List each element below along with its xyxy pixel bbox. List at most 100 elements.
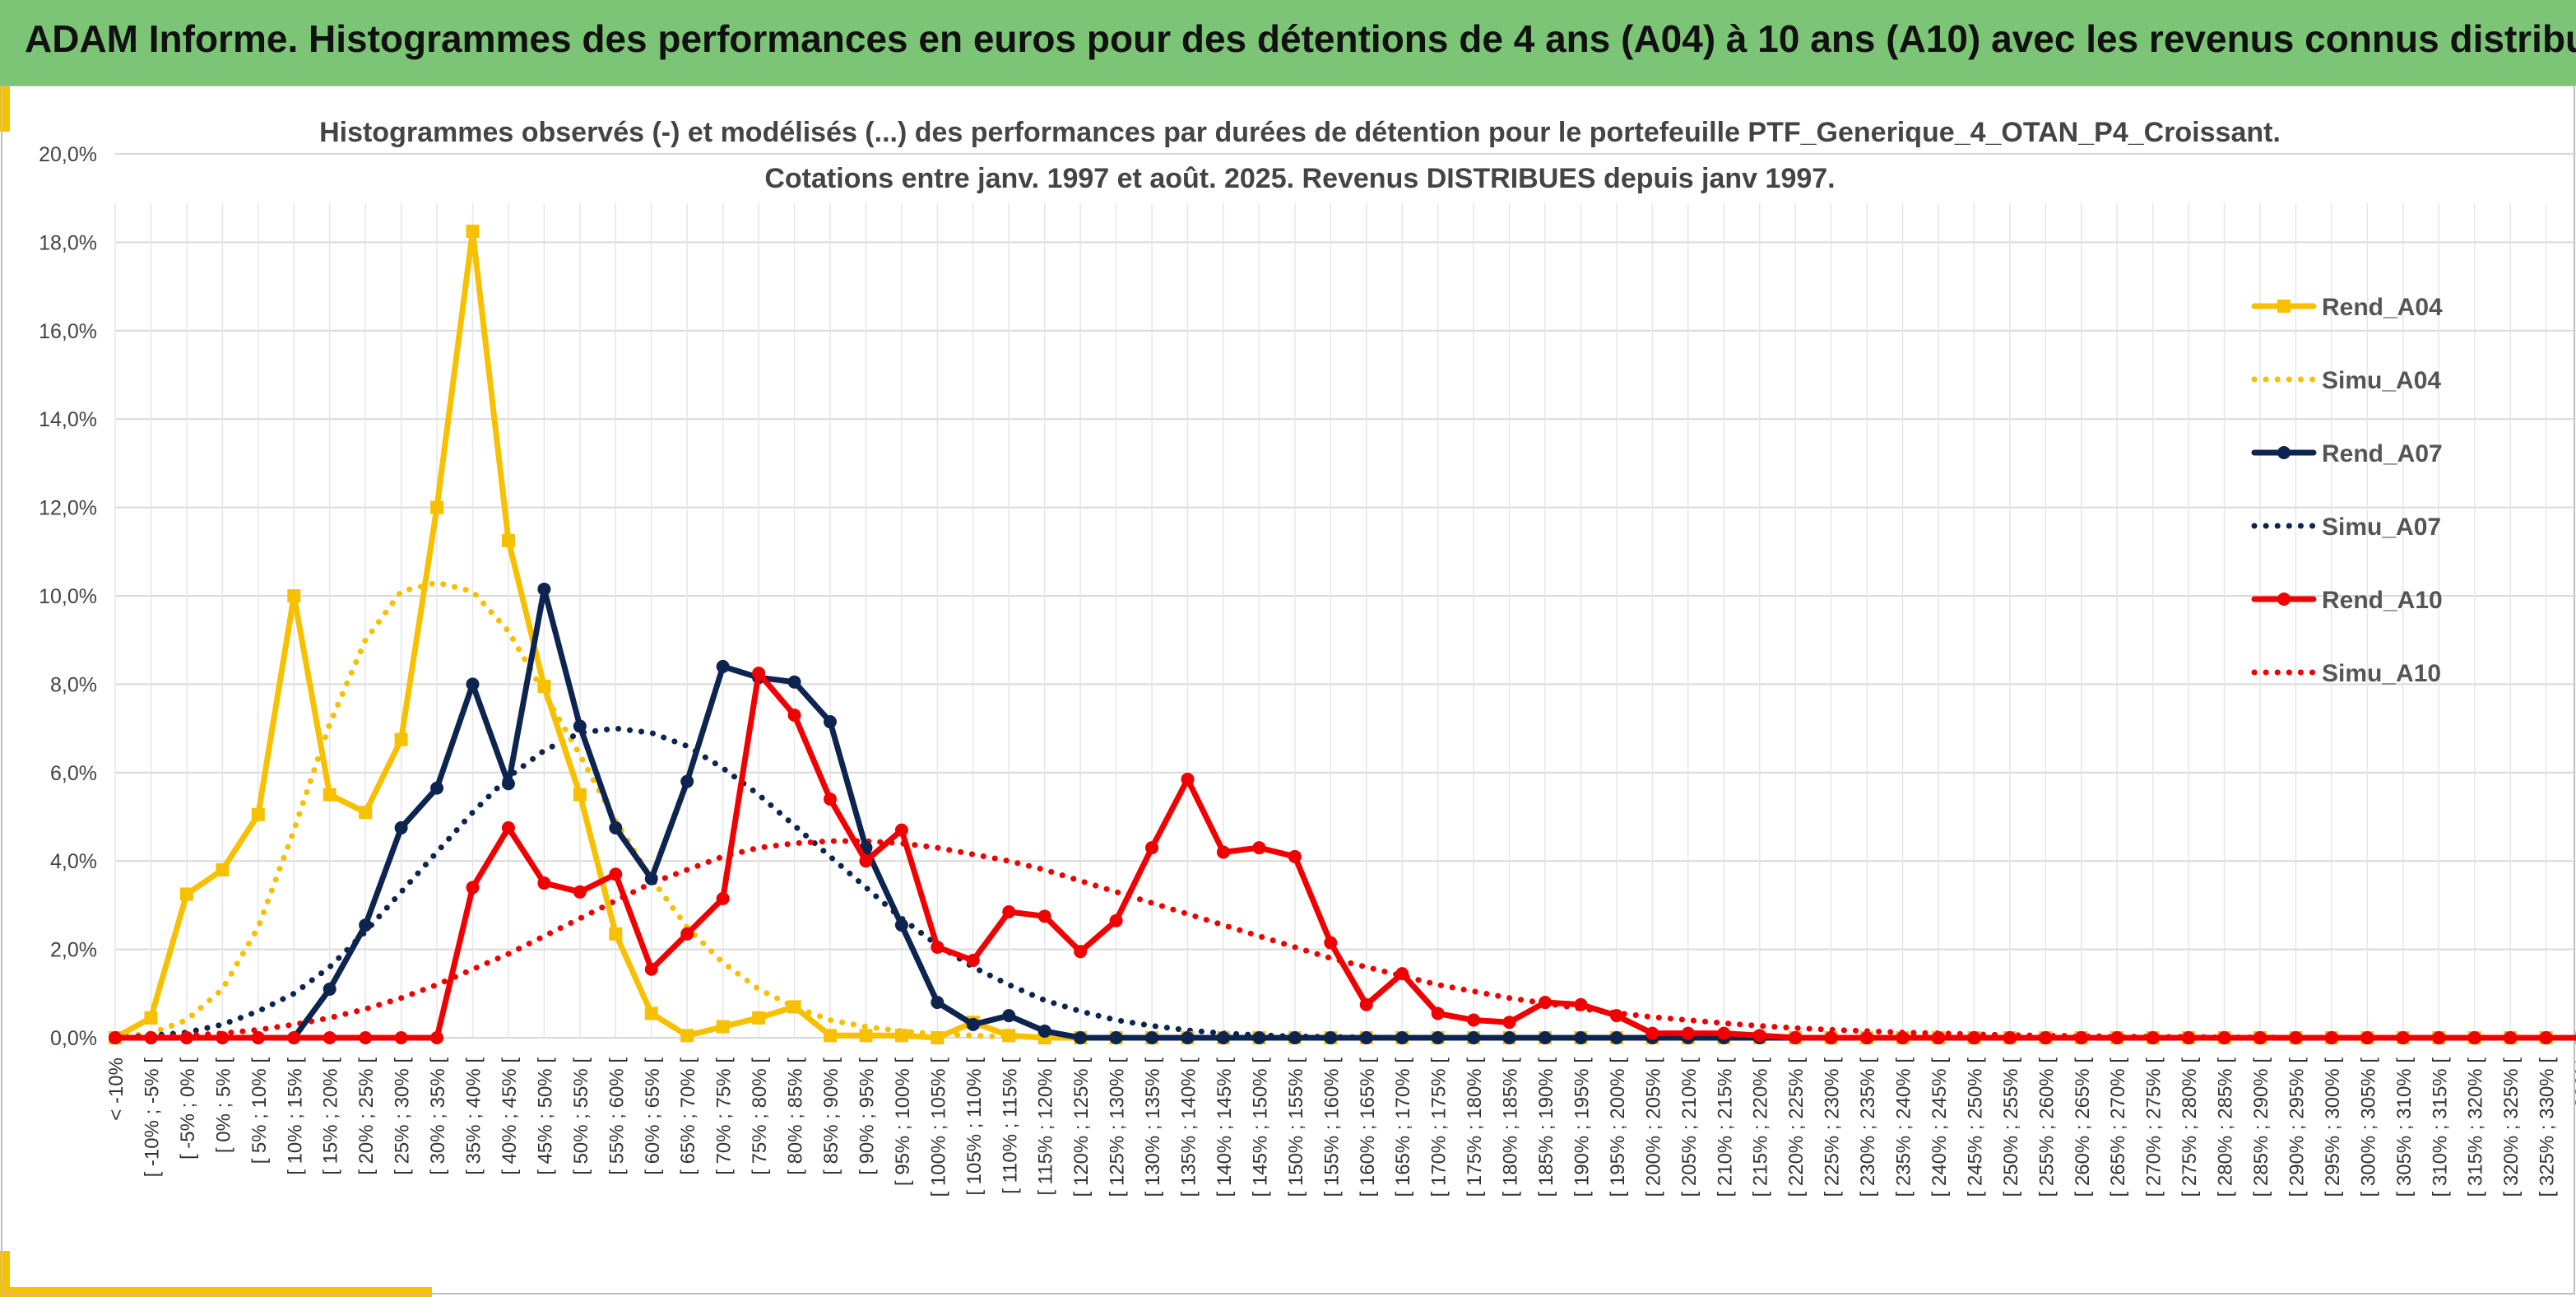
- data-point: [1789, 1031, 1803, 1044]
- x-tick-label: [ 105% ; 110% [: [963, 1058, 986, 1196]
- data-point: [931, 996, 945, 1010]
- data-point: [894, 823, 908, 837]
- data-point: [394, 821, 408, 834]
- data-point: [1395, 967, 1409, 981]
- legend-marker: [2277, 593, 2291, 606]
- data-point: [251, 807, 265, 821]
- legend-item-simu-a10: Simu_A10: [2251, 660, 2441, 687]
- legend-item-simu-a07: Simu_A07: [2251, 514, 2441, 541]
- legend-label: Simu_A10: [2322, 660, 2441, 687]
- x-tick-label: [ 205% ; 210% [: [1678, 1058, 1701, 1197]
- data-point: [501, 777, 515, 791]
- data-point: [1574, 997, 1588, 1011]
- x-tick-label: [ 320% ; 325% [: [2500, 1058, 2523, 1197]
- x-tick-label: [ 35% ; 40% [: [463, 1058, 485, 1175]
- data-point: [251, 1031, 265, 1044]
- data-point: [787, 708, 801, 722]
- data-point: [1609, 1031, 1623, 1044]
- x-tick-label: [ 240% ; 245% [: [1929, 1058, 1951, 1197]
- data-point: [466, 224, 480, 238]
- x-tick-label: [ 170% ; 175% [: [1428, 1058, 1450, 1197]
- data-point: [894, 918, 908, 932]
- data-point: [1109, 1031, 1123, 1044]
- data-point: [1181, 772, 1195, 786]
- x-tick-label: [ 195% ; 200% [: [1607, 1058, 1629, 1197]
- data-point: [287, 589, 301, 602]
- y-tick-label: 20,0%: [39, 143, 97, 166]
- x-tick-label: [ 315% ; 320% [: [2465, 1058, 2487, 1197]
- series-rend-a10: [109, 666, 2576, 1044]
- x-tick-label: [ 180% ; 185% [: [1500, 1058, 1522, 1197]
- data-point: [966, 954, 980, 968]
- chart-frame: [1, 86, 2575, 1295]
- data-point: [2504, 1031, 2518, 1044]
- data-point: [2432, 1031, 2446, 1044]
- x-tick-label: [ -10% ; -5% [: [141, 1058, 163, 1178]
- header-bar: ADAM Informe. Histogrammes des performan…: [0, 0, 2576, 86]
- data-point: [323, 982, 337, 996]
- data-point: [1288, 849, 1302, 863]
- x-tick-label: [ 250% ; 255% [: [2000, 1058, 2022, 1197]
- data-point: [109, 1031, 122, 1044]
- x-tick-label: [ 310% ; 315% [: [2429, 1058, 2451, 1197]
- data-point: [1467, 1013, 1481, 1027]
- series-rend-a07: [109, 582, 2576, 1044]
- data-point: [1395, 1031, 1409, 1044]
- data-point: [716, 659, 730, 673]
- data-point: [680, 774, 694, 788]
- data-point: [644, 872, 658, 886]
- x-tick-label: [ 290% ; 295% [: [2286, 1058, 2308, 1197]
- data-point: [573, 788, 587, 802]
- x-tick-label: [ 265% ; 270% [: [2107, 1058, 2129, 1197]
- data-point: [144, 1011, 158, 1025]
- legend-item-rend-a07: Rend_A07: [2251, 440, 2443, 467]
- data-point: [609, 927, 623, 941]
- y-tick-label: 10,0%: [39, 585, 97, 608]
- data-point: [179, 887, 193, 901]
- x-tick-label: [ 255% ; 260% [: [2035, 1058, 2058, 1197]
- x-tick-label: [ 190% ; 195% [: [1571, 1058, 1593, 1197]
- data-point: [752, 666, 766, 680]
- data-point: [1037, 1024, 1051, 1038]
- data-point: [824, 1029, 837, 1043]
- x-tick-label: [ 260% ; 265% [: [2072, 1058, 2094, 1197]
- x-tick-label: [ 225% ; 230% [: [1822, 1058, 1844, 1197]
- x-tick-label: [ 45% ; 50% [: [534, 1058, 556, 1175]
- y-tick-label: 12,0%: [39, 497, 97, 520]
- data-point: [2360, 1031, 2374, 1044]
- data-point: [216, 1031, 230, 1044]
- data-point: [680, 927, 694, 941]
- data-point: [1216, 845, 1230, 859]
- data-point: [501, 533, 515, 547]
- x-tick-label: [ 165% ; 170% [: [1392, 1058, 1414, 1197]
- data-point: [1645, 1026, 1659, 1040]
- data-point: [1931, 1031, 1945, 1044]
- series-line: [112, 725, 2576, 1041]
- data-point: [394, 732, 408, 746]
- legend-marker: [2277, 446, 2291, 459]
- x-tick-label: [ 235% ; 240% [: [1893, 1058, 1915, 1197]
- x-tick-label: [ 30% ; 35% [: [427, 1058, 449, 1175]
- x-tick-label: [ 185% ; 190% [: [1535, 1058, 1557, 1197]
- x-tick-label: [ 110% ; 115% [: [999, 1058, 1021, 1194]
- data-point: [394, 1031, 408, 1044]
- data-point: [787, 675, 801, 689]
- legend-label: Rend_A04: [2322, 294, 2443, 321]
- data-point: [573, 719, 587, 733]
- series-line: [112, 670, 2576, 1041]
- data-point: [1431, 1006, 1445, 1020]
- x-tick-label: [ 215% ; 220% [: [1750, 1058, 1772, 1197]
- data-point: [1288, 1031, 1302, 1044]
- data-point: [1145, 841, 1159, 855]
- data-point: [359, 918, 373, 932]
- legend-label: Rend_A07: [2322, 440, 2443, 467]
- x-tick-label: [ 60% ; 65% [: [642, 1058, 664, 1175]
- x-tick-label: [ 90% ; 95% [: [856, 1058, 878, 1175]
- data-point: [2110, 1031, 2124, 1044]
- data-point: [644, 962, 658, 976]
- data-point: [1252, 1031, 1266, 1044]
- data-point: [644, 1006, 658, 1020]
- data-point: [1609, 1009, 1623, 1023]
- x-tick-label: [ 50% ; 55% [: [570, 1058, 592, 1175]
- series-line: [112, 228, 2576, 1041]
